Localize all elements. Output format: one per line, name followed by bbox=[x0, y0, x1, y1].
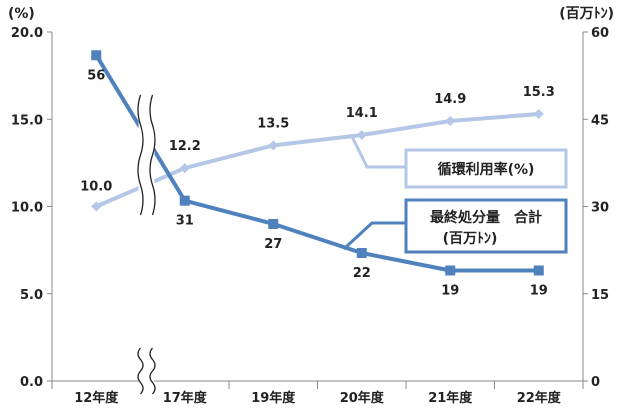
axis-break-lower-wave-left bbox=[137, 347, 144, 395]
data-point-1-3 bbox=[356, 248, 367, 259]
right-tick-label: 15 bbox=[591, 288, 609, 303]
axis-break-upper-wave-right bbox=[149, 94, 156, 216]
legend-label-1-line-1: 最終処分量 合計 bbox=[430, 209, 542, 226]
data-label-0-0: 10.0 bbox=[80, 180, 112, 195]
legend-label-0: 循環利用率(%) bbox=[438, 161, 535, 178]
x-tick-label: 19年度 bbox=[251, 390, 296, 406]
data-label-0-5: 15.3 bbox=[523, 85, 555, 100]
data-point-0-5 bbox=[533, 109, 544, 120]
left-tick-label: 20.0 bbox=[11, 26, 43, 41]
data-point-0-1 bbox=[179, 163, 190, 174]
data-label-0-2: 13.5 bbox=[257, 116, 289, 131]
data-label-1-3: 22 bbox=[353, 266, 371, 281]
data-point-1-2 bbox=[268, 218, 279, 229]
data-point-1-0 bbox=[91, 50, 102, 61]
left-tick-label: 5.0 bbox=[20, 288, 43, 303]
x-tick-label: 21年度 bbox=[428, 390, 473, 406]
right-tick-label: 30 bbox=[591, 201, 609, 216]
data-label-1-1: 31 bbox=[176, 214, 194, 229]
right-tick-label: 45 bbox=[591, 113, 609, 128]
data-label-1-0: 56 bbox=[87, 68, 105, 83]
data-label-0-3: 14.1 bbox=[346, 106, 378, 121]
right-tick-label: 60 bbox=[591, 26, 609, 41]
left-tick-label: 15.0 bbox=[11, 113, 43, 128]
axis-break-upper-wave-left bbox=[137, 94, 144, 216]
right-axis-unit: (百万ﾄﾝ) bbox=[559, 6, 614, 22]
series-layer bbox=[91, 50, 544, 395]
left-tick-label: 10.0 bbox=[11, 201, 43, 216]
legend-leader-1 bbox=[342, 221, 406, 251]
data-point-0-3 bbox=[356, 129, 367, 140]
data-point-0-4 bbox=[445, 115, 456, 126]
data-label-0-1: 12.2 bbox=[169, 139, 201, 154]
series-line-1 bbox=[94, 54, 539, 273]
axis-break-lower-wave-right bbox=[149, 347, 156, 395]
data-point-1-1 bbox=[179, 195, 190, 206]
legend-leader-0 bbox=[350, 135, 406, 169]
axis-break-lower-mask bbox=[138, 348, 155, 394]
data-point-1-5 bbox=[533, 265, 544, 276]
left-axis-unit: (%) bbox=[8, 6, 35, 22]
legend-box-1 bbox=[404, 198, 568, 254]
data-label-1-5: 19 bbox=[530, 283, 548, 298]
legend-box-0 bbox=[404, 148, 568, 189]
data-label-0-4: 14.9 bbox=[434, 92, 466, 107]
axis-break-upper-mask bbox=[138, 95, 155, 215]
x-tick-label: 17年度 bbox=[163, 390, 208, 406]
data-point-0-0 bbox=[91, 201, 102, 212]
x-tick-label: 20年度 bbox=[340, 390, 385, 406]
data-label-1-2: 27 bbox=[264, 237, 282, 252]
axes: 0.0 5.0 10.0 15.0 20.0 0 15 30 45 60 (%) (百万ﾄﾝ) 12年度… bbox=[8, 6, 614, 406]
left-tick-label: 0.0 bbox=[20, 375, 43, 390]
legend-layer: 循環利用率(%) 最終処分量 合計 (百万ﾄﾝ) bbox=[342, 135, 568, 254]
legend-label-1-line-2: (百万ﾄﾝ) bbox=[443, 231, 498, 247]
data-point-1-4 bbox=[445, 265, 456, 276]
data-point-0-2 bbox=[268, 140, 279, 151]
x-tick-label: 12年度 bbox=[74, 390, 119, 406]
x-tick-label: 22年度 bbox=[517, 390, 562, 406]
right-tick-label: 0 bbox=[591, 375, 600, 390]
labels-layer: 10.0 12.2 13.5 14.1 14.9 15.3 56 31 27 22 19 19 bbox=[80, 68, 555, 298]
data-label-1-4: 19 bbox=[441, 283, 459, 298]
